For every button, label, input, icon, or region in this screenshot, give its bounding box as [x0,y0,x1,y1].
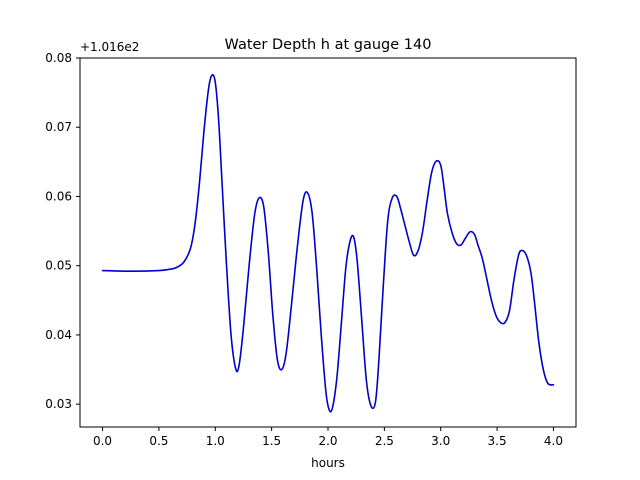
x-tick-label: 2.5 [375,434,394,448]
y-tick-label: 0.05 [45,259,72,273]
series-line [101,74,555,413]
x-tick-label: 3.0 [431,434,450,448]
x-axis-label: hours [311,456,345,470]
x-tick-label: 0.0 [93,434,112,448]
y-tick-label: 0.03 [45,397,72,411]
x-tick-label: 1.5 [262,434,281,448]
y-tick-label: 0.04 [45,328,72,342]
y-tick-label: 0.06 [45,189,72,203]
x-tick-label: 0.5 [149,434,168,448]
plot-background [80,58,576,427]
y-tick-label: 0.08 [45,51,72,65]
x-tick-label: 2.0 [318,434,337,448]
series-layer [101,74,555,413]
x-tick-label: 4.0 [544,434,563,448]
chart-title: Water Depth h at gauge 140 [225,37,432,53]
y-tick-label: 0.07 [45,120,72,134]
plot-area [79,57,577,428]
x-tick-label: 3.5 [488,434,507,448]
x-axis: 0.0 0.5 1.0 1.5 2.0 2.5 3.0 3.5 4.0 [93,427,563,448]
y-offset-label: +1.016e2 [80,40,139,54]
x-tick-label: 1.0 [206,434,225,448]
y-axis: 0.03 0.04 0.05 0.06 0.07 0.08 [45,51,80,411]
